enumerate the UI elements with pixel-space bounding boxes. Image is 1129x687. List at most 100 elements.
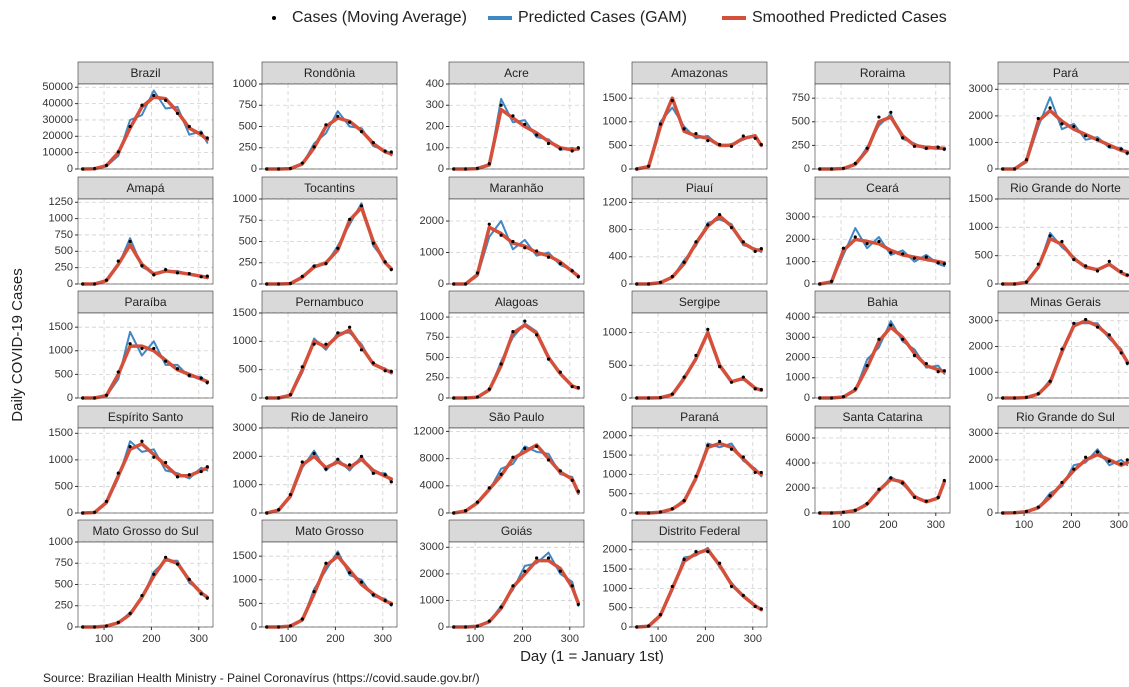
data-point (140, 593, 144, 598)
data-point (1125, 361, 1129, 365)
y-tick-label: 1000 (49, 536, 73, 548)
data-point (92, 166, 97, 171)
y-tick-label: 1200 (603, 196, 627, 208)
data-point (288, 492, 293, 497)
data-point (175, 271, 180, 275)
data-point (187, 124, 191, 129)
panel: Amapá 0 250 500 750 1000 1250 (49, 176, 214, 290)
data-point (164, 98, 168, 102)
panel-title: Pará (1053, 66, 1079, 80)
y-tick-label: 500 (609, 488, 627, 500)
panel: São Paulo 0 4000 8000 12000 (413, 405, 585, 519)
panel: Bahia 0 1000 2000 3000 4000 (786, 290, 951, 404)
data-point (1060, 347, 1064, 351)
data-point (152, 346, 156, 351)
data-point (901, 337, 905, 341)
y-tick-label: 1250 (49, 196, 73, 208)
plot-border (631, 427, 768, 514)
panel-title: Goiás (501, 524, 532, 538)
y-tick-label: 1500 (49, 427, 73, 439)
data-point (759, 142, 763, 147)
data-point (942, 369, 946, 373)
data-point (175, 111, 180, 116)
plot-area (78, 84, 213, 169)
x-tick-label: 100 (1015, 519, 1033, 531)
data-point (348, 571, 352, 575)
y-tick-label: 0 (804, 507, 810, 519)
y-tick-label: 2000 (969, 454, 993, 466)
data-point (682, 499, 686, 503)
data-point (371, 141, 375, 145)
y-tick-label: 4000 (786, 457, 810, 469)
data-point (1060, 480, 1064, 485)
y-tick-label: 250 (239, 142, 257, 154)
panel-title: São Paulo (489, 410, 545, 424)
x-tick-label: 100 (95, 633, 113, 645)
data-point (729, 144, 734, 148)
plot-area (998, 428, 1129, 513)
data-point (706, 550, 710, 554)
data-point (706, 223, 710, 227)
data-point (359, 204, 364, 208)
smoothed-line (80, 344, 210, 400)
data-point (523, 246, 527, 250)
data-point (487, 222, 491, 226)
data-point (1119, 269, 1123, 274)
legend-label: Cases (Moving Average) (292, 9, 467, 26)
data-point (912, 144, 917, 148)
y-tick-label: 0 (251, 621, 257, 633)
data-point (658, 396, 663, 400)
plot-area (78, 313, 213, 398)
data-point (511, 330, 515, 334)
plot-border (261, 541, 398, 628)
data-point (383, 473, 387, 477)
data-point (759, 607, 763, 611)
data-point (128, 124, 132, 129)
y-tick-label: 750 (55, 557, 73, 569)
data-point (658, 122, 663, 126)
data-point (718, 142, 722, 147)
data-point (718, 213, 722, 217)
data-point (753, 136, 757, 140)
data-point (389, 150, 393, 154)
x-tick-label: 200 (142, 633, 160, 645)
data-point (1036, 116, 1040, 121)
y-tick-label: 750 (426, 331, 444, 343)
data-point (1072, 321, 1076, 325)
data-point (576, 146, 580, 150)
data-point (523, 569, 527, 573)
panel: Paraná 0 500 1000 1500 2000 (603, 405, 768, 519)
data-point (140, 103, 144, 107)
data-point (889, 110, 893, 114)
panel-title: Maranhão (489, 181, 543, 195)
data-point (336, 246, 340, 250)
smoothed-line (451, 225, 581, 286)
panel: Goiás 0 1000 2000 3000 100 200 300 (420, 519, 585, 645)
data-point (729, 584, 734, 589)
data-point (936, 495, 940, 499)
y-tick-label: 0 (251, 278, 257, 290)
y-tick-label: 3000 (969, 315, 993, 327)
data-point (942, 478, 946, 483)
data-point (383, 369, 387, 373)
plot-area (632, 542, 767, 627)
plot-border (448, 541, 585, 628)
data-point (912, 353, 917, 358)
y-tick-label: 0 (251, 163, 257, 175)
data-point (718, 439, 722, 444)
data-point (288, 166, 293, 171)
y-tick-label: 500 (55, 480, 73, 492)
y-tick-label: 250 (55, 262, 73, 274)
data-point (523, 446, 527, 450)
data-point (1060, 122, 1064, 126)
y-tick-label: 1000 (969, 221, 993, 233)
y-tick-label: 40000 (42, 98, 73, 110)
data-point (924, 499, 928, 503)
y-tick-label: 1000 (420, 311, 444, 323)
y-axis-label: Daily COVID-19 Cases (9, 268, 26, 421)
panel-title: Rio de Janeiro (291, 410, 369, 424)
y-tick-label: 750 (55, 229, 73, 241)
y-tick-label: 1000 (233, 335, 257, 347)
y-tick-label: 0 (67, 507, 73, 519)
data-point (1060, 239, 1064, 244)
